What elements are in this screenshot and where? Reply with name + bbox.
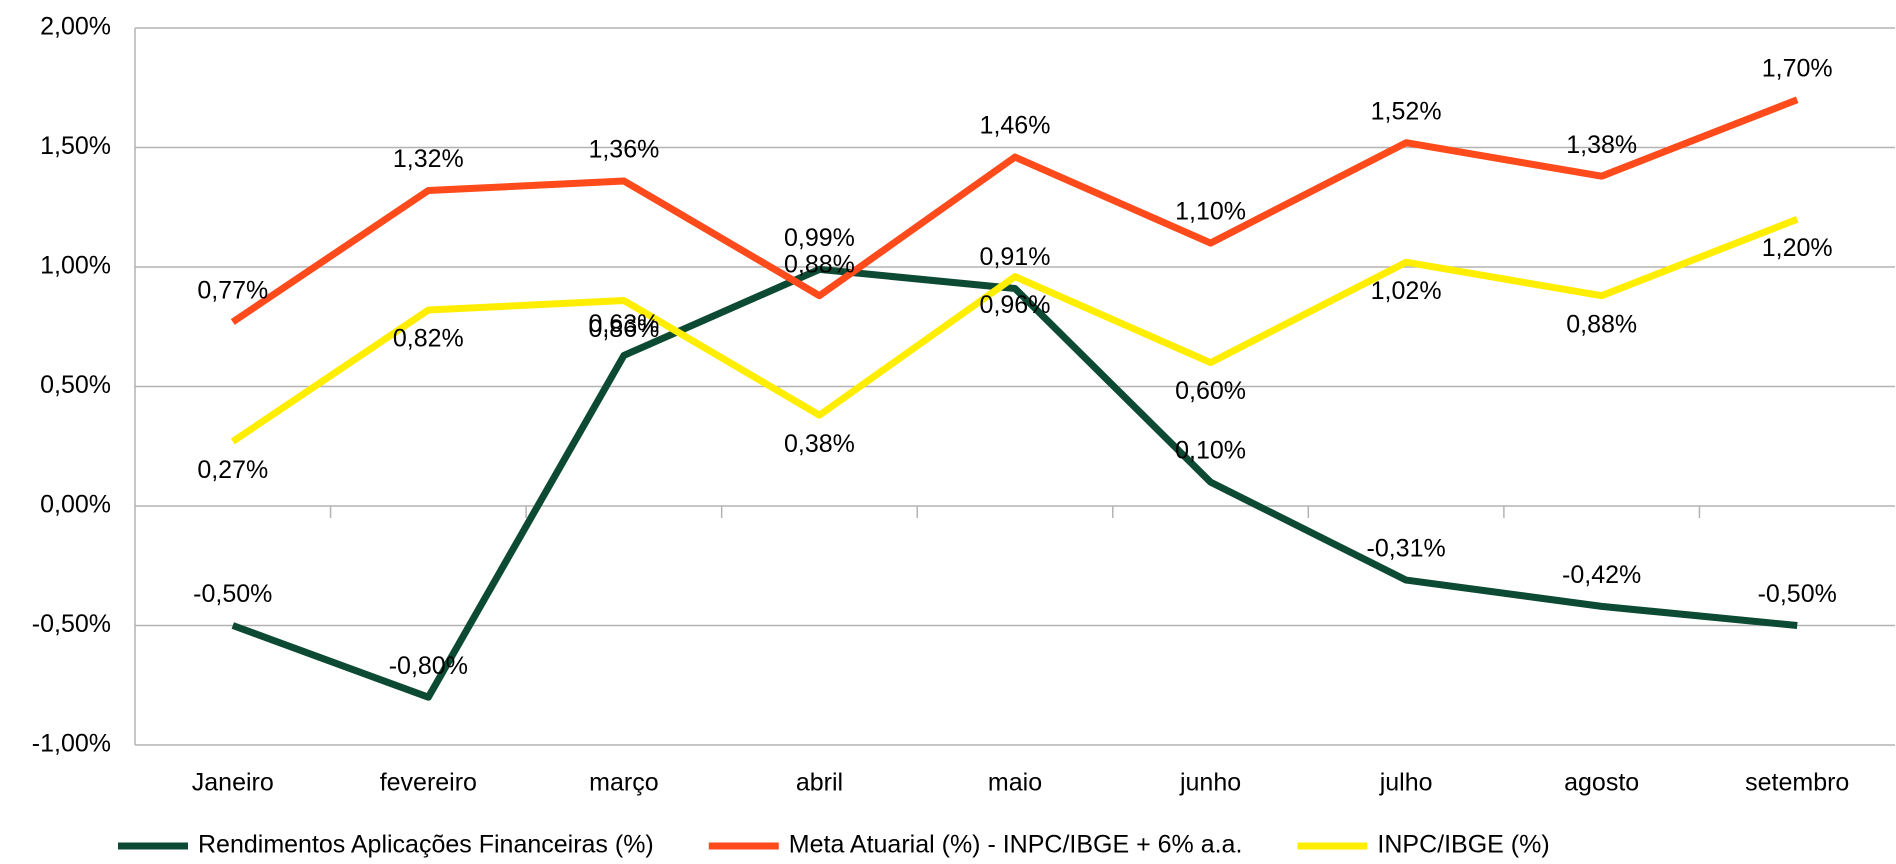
data-label: 1,38% [1566, 131, 1637, 159]
x-tick-label: abril [796, 769, 843, 797]
y-tick-label: 0,00% [40, 491, 111, 519]
y-tick-label: -1,00% [32, 730, 111, 758]
data-label: 1,32% [393, 145, 464, 173]
y-tick-label: 0,50% [40, 371, 111, 399]
data-label: -0,80% [389, 652, 468, 680]
data-label: -0,42% [1562, 561, 1641, 589]
data-label: 0,27% [197, 456, 268, 484]
legend-label: Rendimentos Aplicações Financeiras (%) [198, 831, 654, 859]
y-tick-label: 2,00% [40, 13, 111, 41]
data-label: -0,50% [193, 580, 272, 608]
y-tick-label: -0,50% [32, 610, 111, 638]
x-tick-label: fevereiro [380, 769, 477, 797]
data-label: 0,86% [588, 315, 659, 343]
data-label: 0,60% [1175, 377, 1246, 405]
data-label: -0,50% [1758, 580, 1837, 608]
data-label: 1,20% [1762, 234, 1833, 262]
data-label: 0,88% [784, 250, 855, 278]
data-label: 0,99% [784, 224, 855, 252]
y-tick-label: 1,00% [40, 252, 111, 280]
x-tick-label: setembro [1745, 769, 1849, 797]
x-tick-label: março [589, 769, 658, 797]
data-label: 0,63% [588, 310, 659, 338]
y-tick-label: 1,50% [40, 132, 111, 160]
data-label: 1,02% [1371, 277, 1442, 305]
data-label: 1,46% [980, 112, 1051, 140]
data-label: 1,36% [588, 136, 659, 164]
data-label: 0,88% [1566, 310, 1637, 338]
x-tick-label: maio [988, 769, 1042, 797]
data-label: 0,96% [980, 291, 1051, 319]
data-label: 0,82% [393, 325, 464, 353]
data-label: 0,38% [784, 430, 855, 458]
data-label: 1,52% [1371, 97, 1442, 125]
legend-label: INPC/IBGE (%) [1377, 831, 1549, 859]
x-tick-label: agosto [1564, 769, 1639, 797]
x-tick-label: junho [1179, 769, 1241, 797]
data-label: 0,10% [1175, 437, 1246, 465]
data-label: 0,77% [197, 277, 268, 305]
data-label: -0,31% [1367, 535, 1446, 563]
data-label: 0,91% [980, 243, 1051, 271]
x-tick-label: julho [1379, 769, 1433, 797]
x-tick-label: Janeiro [192, 769, 274, 797]
series-line [230, 96, 1799, 325]
series-line [230, 215, 1799, 445]
data-label: 1,70% [1762, 54, 1833, 82]
legend-label: Meta Atuarial (%) - INPC/IBGE + 6% a.a. [789, 831, 1243, 859]
data-label: 1,10% [1175, 198, 1246, 226]
series-line [231, 265, 1798, 701]
